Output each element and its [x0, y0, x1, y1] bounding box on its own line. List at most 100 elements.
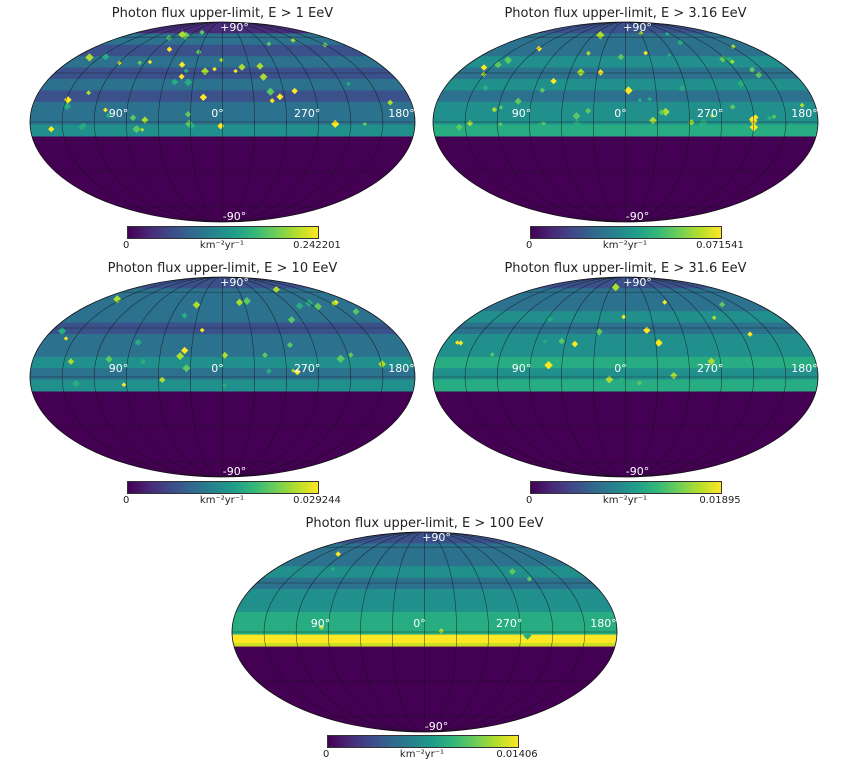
mollweide-skymap: +90° -90° 90° 0° 270° 180° [29, 21, 416, 223]
mollweide-skymap: +90° -90° 90° 0° 270° 180° [231, 531, 618, 733]
flux-hotspot [378, 360, 386, 369]
lon-label-180: 180° [791, 107, 818, 120]
flux-hotspot [159, 376, 166, 384]
colorbar-min: 0 [123, 240, 130, 251]
panel-title: Photon flux upper-limit, E > 3.16 EeV [504, 6, 747, 21]
lon-label-90: 90° [512, 107, 532, 120]
skymap-panel-10eev: Photon flux upper-limit, E > 10 EeV +90°… [29, 261, 416, 506]
flux-hotspot [707, 357, 716, 366]
colorbar-gradient [530, 481, 722, 494]
colorbar-max: 0.242201 [293, 240, 341, 251]
colorbar-unit: km⁻²yr⁻¹ [399, 749, 445, 760]
lon-label-270: 270° [697, 362, 724, 375]
panel-title: Photon flux upper-limit, E > 31.6 EeV [504, 261, 747, 276]
flux-hotspot [287, 316, 296, 324]
sky-outline [231, 531, 618, 733]
flux-hotspot [318, 624, 325, 631]
flux-hotspot [85, 53, 94, 62]
mollweide-skymap: +90° -90° 90° 0° 270° 180° [432, 276, 819, 478]
lon-label-180: 180° [388, 107, 415, 120]
lon-label-90: 90° [109, 362, 129, 375]
flux-hotspot [619, 376, 624, 382]
colorbar-gradient [530, 226, 722, 239]
flux-hotspot [526, 576, 533, 582]
sky-outline [29, 276, 416, 478]
flux-hotspot [242, 296, 251, 306]
lat-label-bottom: -90° [223, 210, 246, 223]
lat-label-bottom: -90° [425, 720, 448, 733]
mollweide-skymap: +90° -90° 90° 0° 270° 180° [29, 276, 416, 478]
lon-label-0: 0° [211, 362, 224, 375]
skymap-panel-1eev: Photon flux upper-limit, E > 1 EeV +90° -… [29, 6, 416, 251]
lat-label-bottom: -90° [626, 210, 649, 223]
flux-hotspot [498, 121, 503, 127]
flux-hotspot [670, 372, 678, 380]
flux-hotspot [78, 123, 85, 131]
flux-hotspot [72, 380, 80, 388]
skymap-panel-3.16eev: Photon flux upper-limit, E > 3.16 EeV +9… [432, 6, 819, 251]
colorbar-min: 0 [323, 749, 330, 760]
lon-label-270: 270° [294, 362, 321, 375]
panel-title: Photon flux upper-limit, E > 10 EeV [107, 261, 338, 276]
flux-hotspot [235, 298, 244, 306]
lon-label-90: 90° [311, 617, 331, 630]
flux-hotspot [165, 34, 172, 41]
flux-hotspot [729, 104, 736, 110]
flux-hotspot [621, 314, 627, 320]
lon-label-0: 0° [211, 107, 224, 120]
lat-label-top: +90° [220, 276, 249, 289]
flux-hotspot [233, 68, 238, 74]
lon-label-270: 270° [496, 617, 523, 630]
flux-hotspot [455, 123, 463, 131]
colorbar-gradient [127, 226, 319, 239]
mollweide-skymap: +90° -90° 90° 0° 270° 180° [432, 21, 819, 223]
skymap-panel-31.6eev: Photon flux upper-limit, E > 31.6 EeV +9… [432, 261, 819, 506]
flux-hotspot [347, 352, 354, 358]
lon-label-0: 0° [614, 362, 627, 375]
flux-hotspot [199, 93, 208, 101]
flux-hotspot [542, 339, 548, 344]
flux-hotspot [709, 113, 715, 119]
colorbar-gradient [127, 481, 319, 494]
lat-label-top: +90° [623, 276, 652, 289]
colorbar-max: 0.071541 [696, 240, 744, 251]
colorbar-max: 0.01895 [699, 495, 741, 506]
flux-hotspot [113, 295, 122, 304]
flux-hotspot [438, 628, 445, 634]
colorbar-max: 0.029244 [293, 495, 341, 506]
flux-hotspot [105, 112, 112, 119]
sky-outline [432, 276, 819, 478]
flux-hotspot [466, 120, 474, 127]
lat-label-bottom: -90° [223, 465, 246, 478]
lon-label-90: 90° [512, 362, 532, 375]
lon-label-270: 270° [294, 107, 321, 120]
panel-title: Photon flux upper-limit, E > 100 EeV [305, 516, 544, 531]
colorbar-gradient [327, 735, 519, 748]
flux-hotspot [428, 617, 437, 626]
skymap-panel-100eev: Photon flux upper-limit, E > 100 EeV +90… [231, 516, 618, 761]
panel-title: Photon flux upper-limit, E > 1 EeV [111, 6, 334, 21]
flux-hotspot [730, 44, 736, 50]
flux-hotspot [64, 96, 72, 104]
flux-hotspot [182, 364, 191, 373]
flux-hotspot [771, 114, 777, 120]
flux-hotspot [455, 340, 460, 345]
colorbar-min: 0 [123, 495, 130, 506]
sky-outline [29, 21, 416, 223]
flux-hotspot [262, 352, 268, 359]
lon-label-90: 90° [109, 107, 129, 120]
lat-label-top: +90° [220, 21, 249, 34]
colorbar-max: 0.01406 [496, 749, 538, 760]
flux-hotspot [362, 121, 368, 127]
lon-label-180: 180° [590, 617, 617, 630]
lat-label-bottom: -90° [626, 465, 649, 478]
flux-hotspot [498, 105, 504, 110]
colorbar-min: 0 [526, 495, 533, 506]
colorbar-unit: km⁻²yr⁻¹ [602, 495, 648, 506]
lon-label-0: 0° [413, 617, 426, 630]
flux-hotspot [132, 125, 141, 134]
flux-hotspot [266, 87, 275, 96]
colorbar-min: 0 [526, 240, 533, 251]
lat-label-top: +90° [623, 21, 652, 34]
lon-label-0: 0° [614, 107, 627, 120]
